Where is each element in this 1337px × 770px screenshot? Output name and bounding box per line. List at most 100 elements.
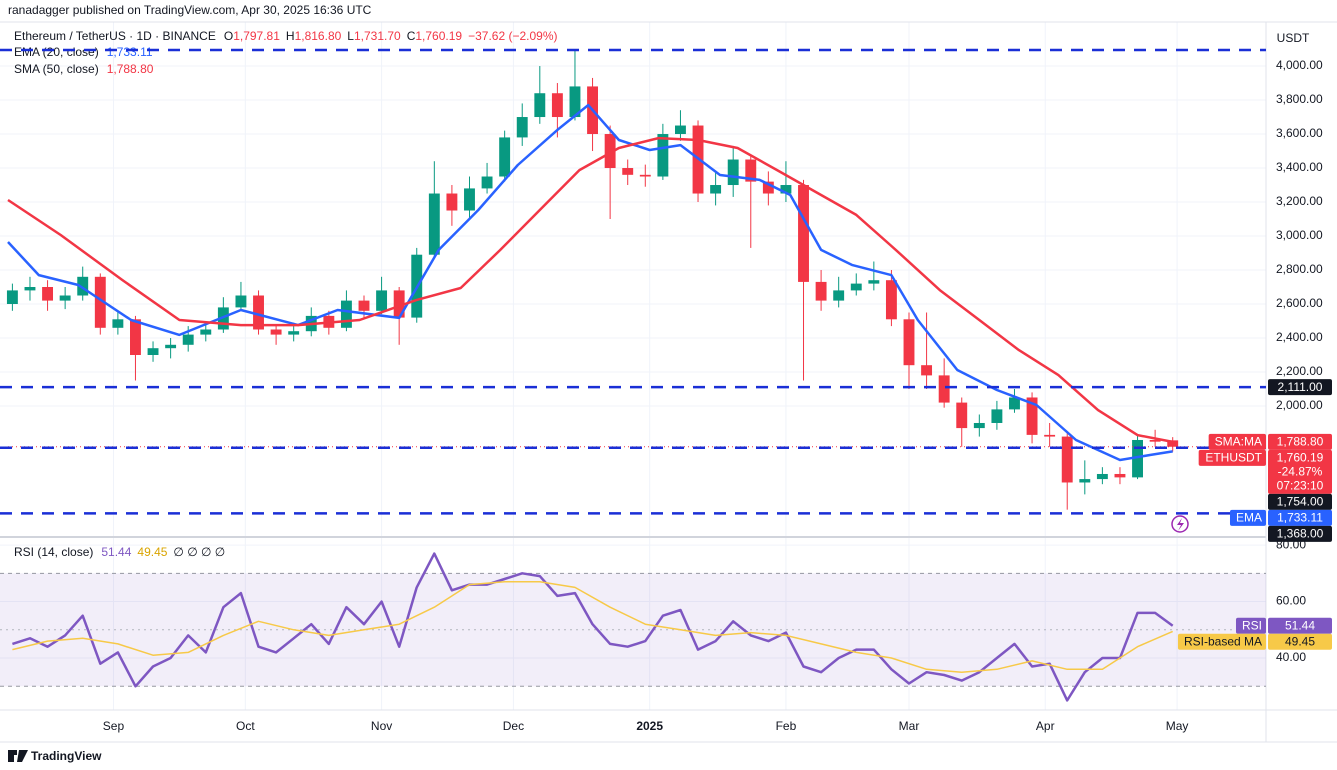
candle-body [921, 365, 933, 376]
y-tick-label: 4,000.00 [1276, 58, 1323, 72]
price-label-name: EMA [1236, 511, 1262, 525]
y-tick-label: 2,400.00 [1276, 330, 1323, 344]
candle-body [376, 290, 388, 311]
y-tick-label: 2,000.00 [1276, 398, 1323, 412]
candle-body [112, 319, 124, 328]
candle-body [182, 334, 194, 345]
candle-body [1096, 473, 1108, 480]
legend-ema-name: EMA (20, close) [14, 45, 99, 59]
y-tick-label: 2,200.00 [1276, 364, 1323, 378]
candle-body [270, 329, 282, 335]
x-tick-label: Nov [371, 719, 392, 733]
candle-body [991, 409, 1003, 423]
candle-body [745, 159, 757, 182]
candle-body [903, 319, 915, 366]
price-label-box [1268, 379, 1332, 396]
x-tick-label: 2025 [636, 719, 663, 733]
candle-body [1167, 440, 1179, 447]
candle-body [938, 375, 950, 403]
legend-sma-value: 1,788.80 [107, 62, 154, 76]
candle-body [235, 295, 247, 308]
price-label-name-box [1208, 433, 1266, 450]
y-tick-label: 3,800.00 [1276, 92, 1323, 106]
price-label-name: ETHUSDT [1205, 451, 1262, 465]
candle-body [428, 193, 440, 255]
candle-body [94, 276, 106, 328]
legend-key: O [224, 29, 233, 43]
price-label-name-box [1198, 449, 1266, 466]
legend-value: 1,797.81 [233, 29, 280, 43]
x-tick-label: Apr [1036, 719, 1055, 733]
candle-body [973, 422, 985, 429]
legend-rsi-name: RSI (14, close) [14, 545, 93, 559]
y-tick-label: 3,200.00 [1276, 194, 1323, 208]
price-label-box [1268, 433, 1332, 450]
alert-icon[interactable] [1171, 515, 1189, 533]
candle-body [1044, 434, 1056, 437]
legend-sma: SMA (50, close) 1,788.80 [14, 62, 154, 76]
rsi-line [12, 552, 1174, 702]
legend-rsi-value: 51.44 [101, 545, 131, 559]
candle-body [464, 188, 475, 211]
candle-body [516, 117, 528, 138]
legend-rsi-extra: ∅ ∅ ∅ ∅ [173, 545, 225, 559]
legend-rsi: RSI (14, close) 51.44 49.45 ∅ ∅ ∅ ∅ [14, 545, 225, 559]
candle-body [1061, 436, 1073, 483]
legend-value: 1,760.19 [415, 29, 462, 43]
legend-change: −37.62 (−2.09%) [468, 29, 557, 43]
price-label-box [1268, 525, 1332, 542]
price-label-value: 49.45 [1285, 634, 1315, 648]
candle-body [1132, 439, 1143, 478]
candle-body [798, 185, 809, 282]
candle-body [780, 185, 792, 194]
price-label-box [1268, 509, 1332, 526]
candle-body [762, 181, 774, 194]
candle-body [956, 402, 968, 429]
footer-logo [8, 750, 28, 762]
candle-body [130, 319, 141, 355]
y-tick-label: 60.00 [1276, 594, 1306, 608]
legend-value: 1,816.80 [295, 29, 342, 43]
candle-body [1079, 479, 1091, 483]
candle-body [675, 125, 686, 135]
price-label-value: 51.44 [1285, 618, 1315, 632]
y-tick-label: 3,000.00 [1276, 228, 1323, 242]
price-label-box [1268, 617, 1332, 634]
price-label-value: 1,368.00 [1277, 527, 1324, 541]
candle-body [868, 280, 880, 284]
candle-body [1114, 473, 1126, 478]
candle-body [815, 281, 827, 301]
candle-body [1026, 397, 1038, 435]
y-tick-label: 40.00 [1276, 650, 1306, 664]
y-tick-label: 3,400.00 [1276, 160, 1323, 174]
price-label-name-box [1229, 509, 1266, 526]
candle-body [551, 93, 563, 118]
candle-body [639, 174, 651, 177]
candle-body [850, 283, 862, 291]
y-tick-label: 3,600.00 [1276, 126, 1323, 140]
publisher: ranadagger published on TradingView.com,… [8, 3, 372, 17]
price-label-name: SMA:MA [1215, 435, 1262, 449]
price-label-value: 2,111.00 [1278, 380, 1323, 394]
x-tick-label: Dec [503, 719, 524, 733]
price-label-value: 1,733.11 [1277, 511, 1323, 525]
indicator-line [7, 103, 1173, 462]
price-label-name: RSI-based MA [1184, 634, 1262, 648]
price-label-value: 1,760.19 [1277, 451, 1324, 465]
candle-body [59, 295, 71, 301]
legend-symbol: Ethereum / TetherUS · 1D · BINANCE [14, 29, 216, 43]
price-label-extra: 07:23:10 [1277, 479, 1324, 493]
price-label-box [1268, 633, 1332, 650]
legend-ema: EMA (20, close) 1,733.11 [14, 45, 153, 59]
legend-sma-name: SMA (50, close) [14, 62, 99, 76]
candle-body [727, 159, 739, 186]
candle-body [710, 185, 722, 194]
x-tick-label: Sep [103, 719, 125, 733]
price-label-box [1268, 493, 1332, 510]
x-tick-label: Mar [899, 719, 920, 733]
candle-body [165, 344, 177, 349]
y-tick-label: 2,600.00 [1276, 296, 1323, 310]
price-label-box [1268, 449, 1332, 494]
